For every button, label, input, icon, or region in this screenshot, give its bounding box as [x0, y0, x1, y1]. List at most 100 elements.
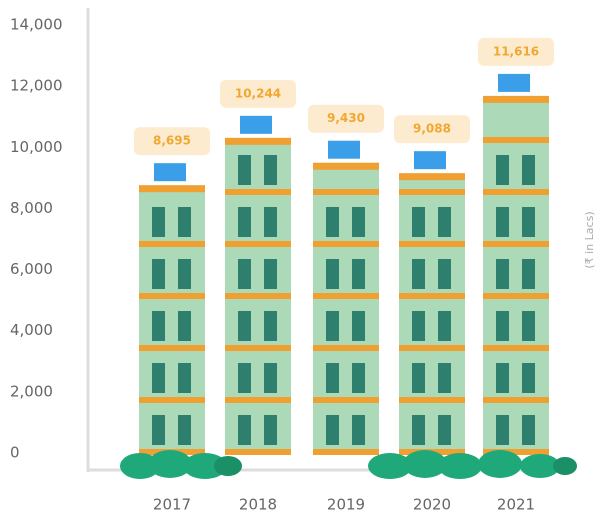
window [178, 259, 191, 289]
window [264, 311, 277, 341]
value-label: 11,616 [493, 44, 539, 58]
bar [399, 175, 465, 453]
window [326, 259, 339, 289]
window [412, 311, 425, 341]
floor-stripe [313, 293, 379, 299]
window [496, 311, 509, 341]
window [496, 155, 509, 185]
solar-panel [414, 151, 446, 170]
floor-stripe [483, 293, 549, 299]
window [178, 311, 191, 341]
window [178, 363, 191, 393]
roof-stripe [225, 137, 291, 145]
floor-stripe [483, 241, 549, 247]
value-label-box [134, 127, 210, 156]
window [438, 415, 451, 445]
window [264, 207, 277, 237]
bushes [120, 450, 577, 479]
window [152, 259, 165, 289]
window [412, 415, 425, 445]
y-tick-label: 8,000 [10, 199, 53, 217]
window [522, 259, 535, 289]
x-tick-label: 2021 [497, 496, 535, 514]
floor-stripe [399, 189, 465, 195]
floor-stripe [225, 449, 291, 455]
floor-stripe [139, 345, 205, 351]
window [438, 363, 451, 393]
floor-stripe [483, 189, 549, 195]
window [326, 415, 339, 445]
window [238, 363, 251, 393]
value-label-box [220, 79, 296, 108]
value-label-box [394, 115, 470, 144]
window [522, 363, 535, 393]
bar [483, 97, 549, 453]
x-tick-label: 2020 [413, 496, 451, 514]
value-label: 8,695 [153, 134, 191, 148]
floor-stripe [225, 345, 291, 351]
window [412, 259, 425, 289]
value-label-box [308, 104, 384, 133]
window [178, 415, 191, 445]
window [522, 415, 535, 445]
window [522, 155, 535, 185]
floor-stripe [399, 241, 465, 247]
y-tick-label: 14,000 [10, 16, 63, 34]
window [438, 259, 451, 289]
window [152, 311, 165, 341]
y-tick-label: 0 [10, 444, 20, 462]
window [238, 155, 251, 185]
solar-panel [328, 140, 360, 159]
window [412, 363, 425, 393]
window [326, 363, 339, 393]
window [496, 207, 509, 237]
window [522, 311, 535, 341]
bar [139, 187, 205, 453]
window [438, 311, 451, 341]
roof-stripe [313, 162, 379, 170]
window [264, 363, 277, 393]
y-tick-label: 10,000 [10, 138, 63, 156]
window [238, 415, 251, 445]
window [352, 311, 365, 341]
y-axis-label: (₹ in Lacs) [583, 211, 596, 268]
window [522, 207, 535, 237]
y-tick-label: 2,000 [10, 382, 53, 400]
window [352, 259, 365, 289]
floor-stripe [483, 449, 549, 455]
floor-stripe [399, 293, 465, 299]
x-tick-label: 2017 [153, 496, 191, 514]
floor-stripe [313, 241, 379, 247]
floor-stripe [225, 189, 291, 195]
window [496, 415, 509, 445]
floor-stripe [483, 345, 549, 351]
window [264, 259, 277, 289]
y-tick-label: 6,000 [10, 260, 53, 278]
roof-stripe [139, 185, 205, 193]
floor-stripe [313, 449, 379, 455]
window [264, 155, 277, 185]
window [496, 259, 509, 289]
window [152, 207, 165, 237]
value-label: 9,088 [413, 122, 451, 136]
window [326, 311, 339, 341]
roof-stripe [483, 95, 549, 103]
solar-panel [154, 163, 186, 182]
y-tick-label: 4,000 [10, 321, 53, 339]
window [152, 415, 165, 445]
bar [313, 164, 379, 453]
solar-panel [240, 115, 272, 134]
floor-stripe [399, 397, 465, 403]
floor-stripe [225, 293, 291, 299]
floor-stripe [225, 241, 291, 247]
floor-stripe [483, 137, 549, 143]
window [352, 207, 365, 237]
value-label-box [478, 37, 554, 66]
value-label: 10,244 [235, 86, 281, 100]
floor-stripe [399, 345, 465, 351]
x-tick-label: 2018 [239, 496, 277, 514]
floor-stripe [313, 397, 379, 403]
window [238, 259, 251, 289]
y-tick-label: 12,000 [10, 77, 63, 95]
